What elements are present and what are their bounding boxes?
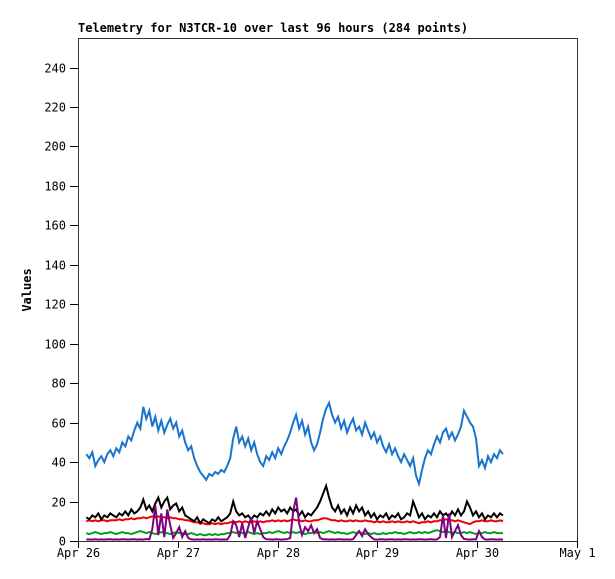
- y-tick-label: 80: [52, 377, 66, 391]
- x-tick-label: May 1: [559, 546, 595, 560]
- y-tick-label: 40: [52, 456, 66, 470]
- y-tick-label: 140: [44, 259, 66, 273]
- series-black-line: [85, 482, 504, 526]
- x-tick-label: Apr 27: [157, 546, 200, 560]
- y-tick-label: 0: [59, 535, 66, 549]
- series-red-line: [85, 515, 504, 526]
- x-tick-label: Apr 30: [456, 546, 499, 560]
- x-tick-label: Apr 28: [257, 546, 300, 560]
- y-tick-label: 220: [44, 101, 66, 115]
- chart-title: Telemetry for N3TCR-10 over last 96 hour…: [78, 21, 469, 35]
- series-purple-line: [86, 497, 504, 541]
- x-tick-label: Apr 29: [356, 546, 399, 560]
- x-tick-label: Apr 26: [57, 546, 100, 560]
- y-tick-label: 180: [44, 180, 66, 194]
- series-blue-line: [85, 400, 504, 488]
- y-tick-label: 120: [44, 298, 66, 312]
- series-green-line: [85, 529, 503, 537]
- y-tick-label: 100: [44, 338, 66, 352]
- y-tick-label: 160: [44, 219, 66, 233]
- y-tick-label: 200: [44, 140, 66, 154]
- y-tick-label: 60: [52, 417, 66, 431]
- y-tick-label: 20: [52, 496, 66, 510]
- plot-border: [78, 38, 578, 542]
- y-tick-label: 240: [44, 62, 66, 76]
